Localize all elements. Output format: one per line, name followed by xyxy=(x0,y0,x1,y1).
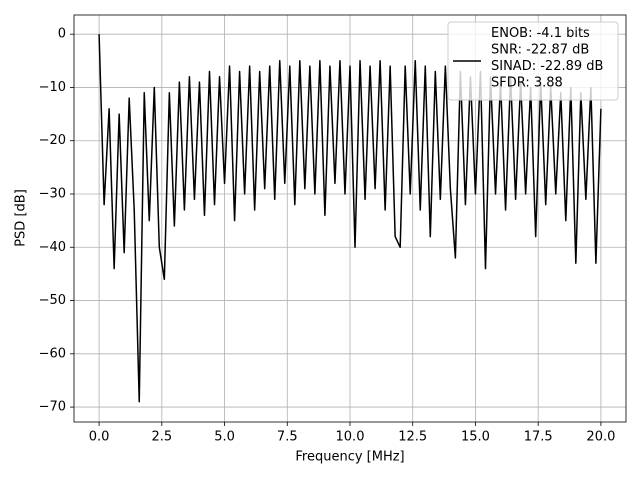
x-axis-label: Frequency [MHz] xyxy=(295,450,404,465)
x-tick-label: 20.0 xyxy=(586,430,615,445)
y-axis-label: PSD [dB] xyxy=(14,189,29,247)
x-tick-label: 15.0 xyxy=(461,430,490,445)
psd-line xyxy=(98,34,602,403)
x-tick-label: 7.5 xyxy=(277,430,298,445)
x-tick-label: 10.0 xyxy=(336,430,365,445)
legend-label-line: SINAD: -22.89 dB xyxy=(491,59,603,74)
y-tick-label: −70 xyxy=(39,400,66,415)
y-tick-label: −10 xyxy=(39,80,66,95)
legend-label-line: ENOB: -4.1 bits xyxy=(491,26,590,41)
y-tick-label: −60 xyxy=(39,346,66,361)
x-tick-label: 17.5 xyxy=(524,430,553,445)
y-tick-label: −40 xyxy=(39,240,66,255)
x-tick-label: 12.5 xyxy=(398,430,427,445)
y-tick-label: −50 xyxy=(39,293,66,308)
legend-label: ENOB: -4.1 bits SNR: -22.87 dB SINAD: -22.… xyxy=(491,26,603,91)
legend-label-line: SFDR: 3.88 xyxy=(491,75,563,90)
y-tick-label: −30 xyxy=(39,186,66,201)
legend-box xyxy=(447,21,619,101)
y-tick-label: −20 xyxy=(39,133,66,148)
y-tick-label: 0 xyxy=(58,27,66,42)
legend-label-line: SNR: -22.87 dB xyxy=(491,42,589,57)
x-tick-label: 0.0 xyxy=(89,430,110,445)
x-tick-label: 5.0 xyxy=(214,430,235,445)
x-tick-label: 2.5 xyxy=(151,430,172,445)
